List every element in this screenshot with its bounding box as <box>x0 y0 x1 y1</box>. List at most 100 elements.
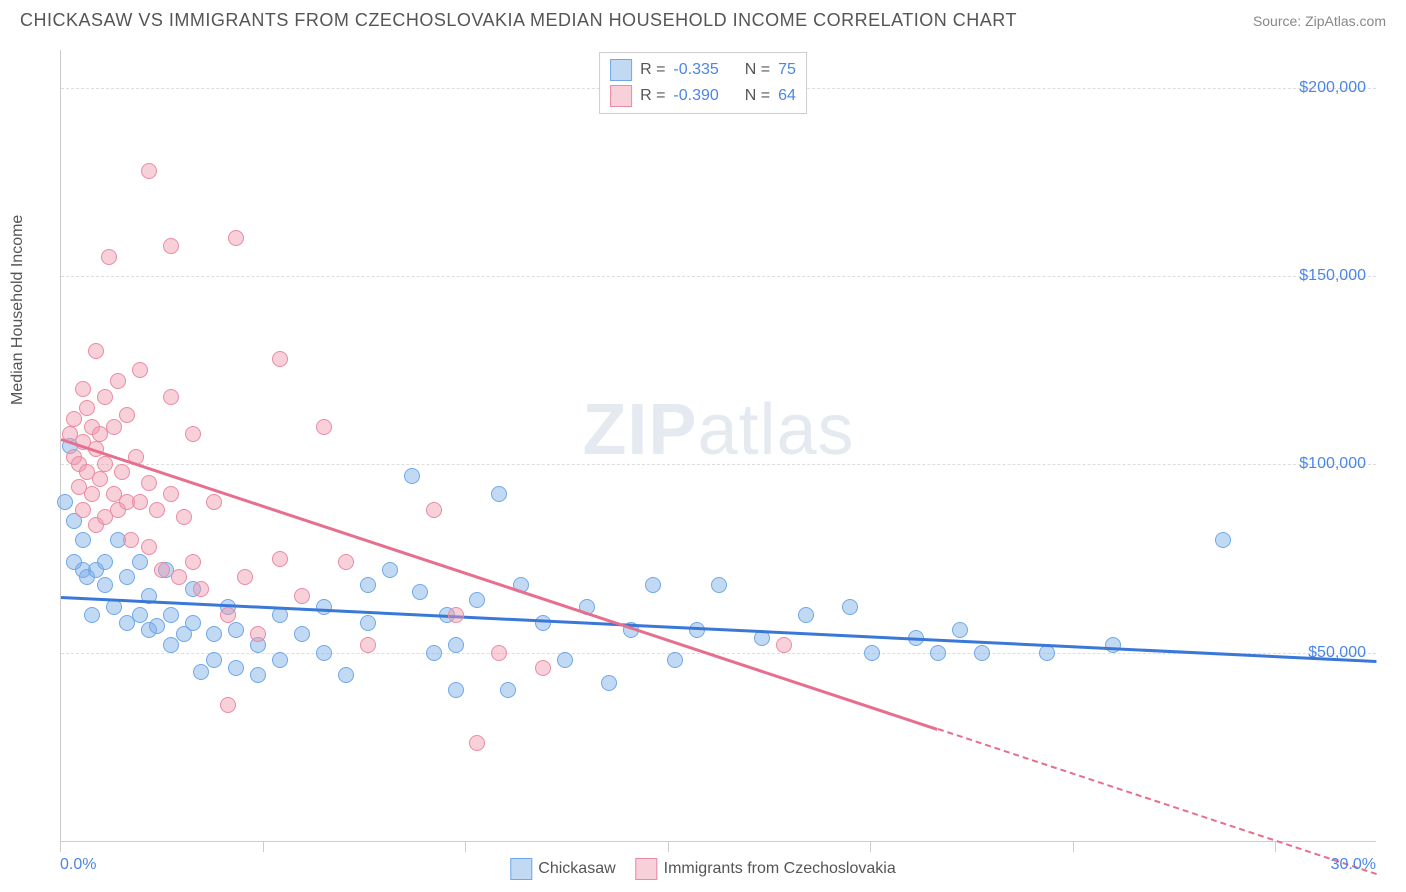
legend-swatch-2 <box>610 85 632 107</box>
y-tick-label: $200,000 <box>1299 79 1366 97</box>
legend-item-1: Chickasaw <box>510 858 615 880</box>
n-label-1: N = <box>745 61 770 79</box>
data-point <box>557 652 573 668</box>
data-point <box>75 532 91 548</box>
data-point <box>149 502 165 518</box>
source-attribution: Source: ZipAtlas.com <box>1253 13 1386 29</box>
data-point <box>66 411 82 427</box>
data-point <box>84 486 100 502</box>
source-label: Source: <box>1253 13 1305 29</box>
data-point <box>97 577 113 593</box>
data-point <box>250 667 266 683</box>
watermark-light: atlas <box>697 390 854 470</box>
data-point <box>448 682 464 698</box>
n-value-2: 64 <box>778 87 796 105</box>
data-point <box>382 562 398 578</box>
data-point <box>163 238 179 254</box>
y-tick-label: $100,000 <box>1299 455 1366 473</box>
data-point <box>500 682 516 698</box>
x-tick <box>465 842 466 852</box>
data-point <box>864 645 880 661</box>
data-point <box>601 675 617 691</box>
legend-bottom-swatch-2 <box>636 858 658 880</box>
data-point <box>448 607 464 623</box>
data-point <box>119 569 135 585</box>
legend-bottom-swatch-1 <box>510 858 532 880</box>
data-point <box>930 645 946 661</box>
data-point <box>132 362 148 378</box>
grid-line <box>61 464 1376 465</box>
data-point <box>75 381 91 397</box>
r-label-2: R = <box>640 87 665 105</box>
series-legend: Chickasaw Immigrants from Czechoslovakia <box>510 858 895 880</box>
data-point <box>426 645 442 661</box>
data-point <box>185 615 201 631</box>
data-point <box>412 584 428 600</box>
x-tick <box>870 842 871 852</box>
x-tick <box>1073 842 1074 852</box>
data-point <box>426 502 442 518</box>
y-axis-label: Median Household Income <box>9 215 27 405</box>
n-value-1: 75 <box>778 61 796 79</box>
data-point <box>250 626 266 642</box>
data-point <box>711 577 727 593</box>
data-point <box>149 618 165 634</box>
data-point <box>338 667 354 683</box>
chart-title: CHICKASAW VS IMMIGRANTS FROM CZECHOSLOVA… <box>20 10 1017 31</box>
data-point <box>57 494 73 510</box>
data-point <box>338 554 354 570</box>
x-axis-min-label: 0.0% <box>60 856 96 874</box>
watermark: ZIPatlas <box>582 389 854 471</box>
data-point <box>237 569 253 585</box>
data-point <box>206 494 222 510</box>
data-point <box>535 660 551 676</box>
data-point <box>448 637 464 653</box>
data-point <box>316 599 332 615</box>
data-point <box>132 607 148 623</box>
data-point <box>206 652 222 668</box>
data-point <box>228 660 244 676</box>
data-point <box>360 637 376 653</box>
data-point <box>114 464 130 480</box>
y-tick-label: $150,000 <box>1299 267 1366 285</box>
legend-item-2: Immigrants from Czechoslovakia <box>636 858 896 880</box>
data-point <box>193 581 209 597</box>
data-point <box>667 652 683 668</box>
data-point <box>798 607 814 623</box>
data-point <box>119 407 135 423</box>
data-point <box>132 494 148 510</box>
x-tick <box>60 842 61 852</box>
data-point <box>163 389 179 405</box>
x-axis-max-label: 30.0% <box>1331 856 1376 874</box>
data-point <box>141 539 157 555</box>
data-point <box>163 486 179 502</box>
data-point <box>316 419 332 435</box>
source-name: ZipAtlas.com <box>1305 13 1386 29</box>
data-point <box>185 554 201 570</box>
data-point <box>491 486 507 502</box>
data-point <box>176 509 192 525</box>
data-point <box>842 599 858 615</box>
data-point <box>272 551 288 567</box>
data-point <box>469 735 485 751</box>
watermark-bold: ZIP <box>582 390 697 470</box>
trend-line-extrapolated <box>937 728 1376 875</box>
legend-row-series-2: R = -0.390 N = 64 <box>610 83 796 109</box>
data-point <box>75 502 91 518</box>
data-point <box>132 554 148 570</box>
x-tick <box>263 842 264 852</box>
n-label-2: N = <box>745 87 770 105</box>
r-value-2: -0.390 <box>673 87 718 105</box>
data-point <box>220 607 236 623</box>
data-point <box>185 426 201 442</box>
r-value-1: -0.335 <box>673 61 718 79</box>
data-point <box>163 607 179 623</box>
data-point <box>171 569 187 585</box>
data-point <box>294 626 310 642</box>
x-tick <box>1275 842 1276 852</box>
data-point <box>97 456 113 472</box>
data-point <box>123 532 139 548</box>
data-point <box>952 622 968 638</box>
legend-name-1: Chickasaw <box>538 860 615 878</box>
data-point <box>106 419 122 435</box>
